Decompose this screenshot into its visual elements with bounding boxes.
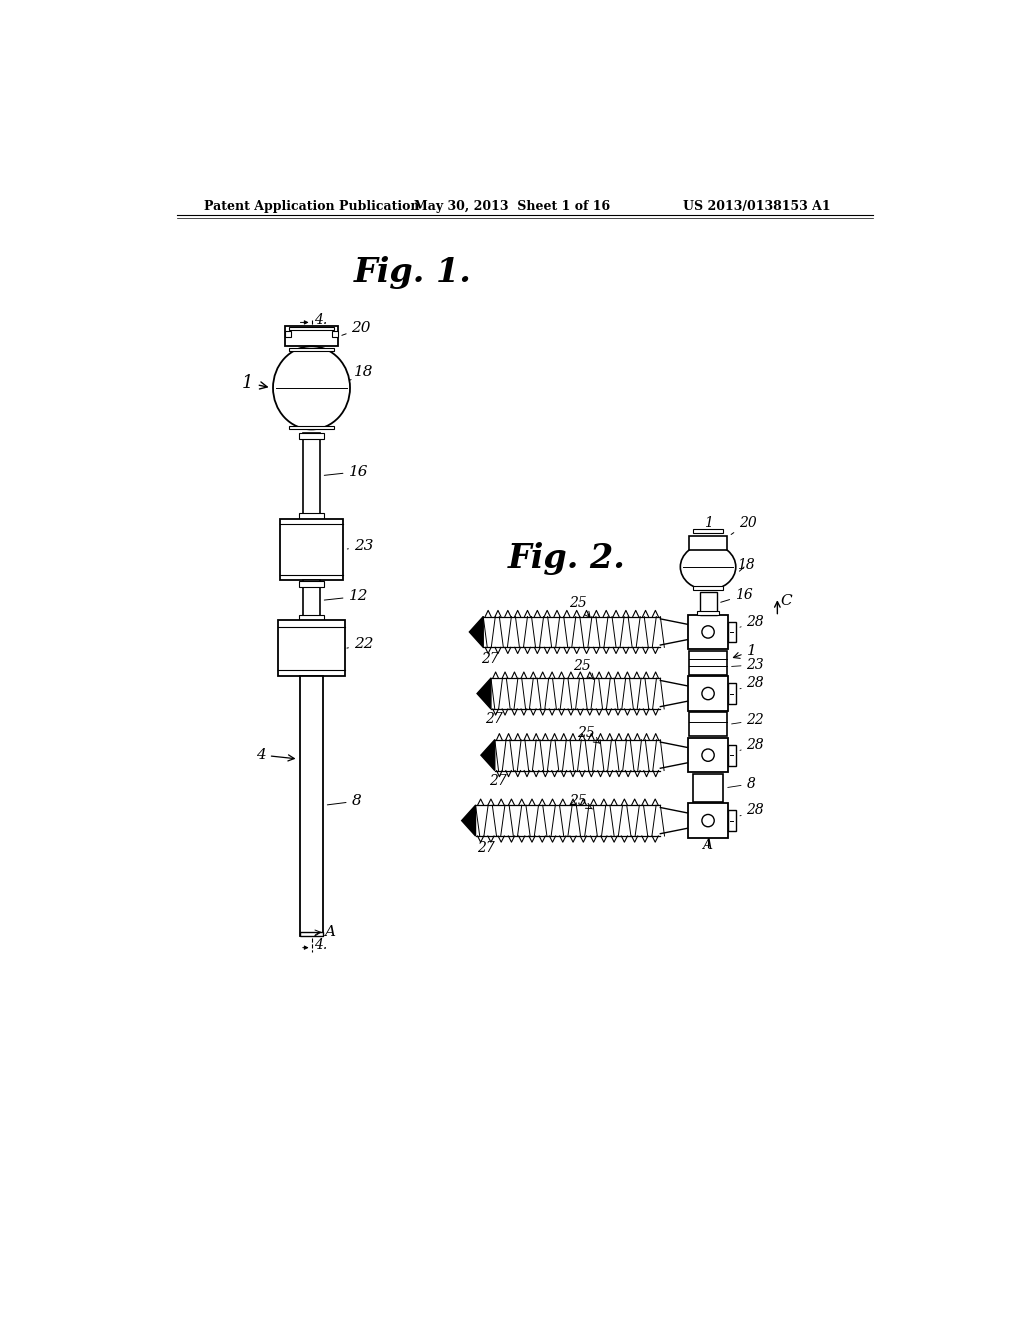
Bar [286,331,292,337]
Text: 1: 1 [733,644,757,659]
Bar [300,676,323,936]
Bar [728,622,736,643]
Text: 25: 25 [573,660,594,680]
Circle shape [701,748,714,762]
Bar [697,611,719,615]
Bar [289,426,334,429]
Bar [299,513,324,519]
Bar [278,620,345,676]
Bar [728,684,736,704]
Bar [303,433,319,519]
Text: 8: 8 [328,795,361,808]
Polygon shape [477,678,490,709]
Text: May 30, 2013  Sheet 1 of 16: May 30, 2013 Sheet 1 of 16 [414,199,610,213]
Bar [688,615,728,649]
Bar [286,326,338,346]
Text: A: A [701,838,712,853]
Text: 18: 18 [737,558,755,572]
Text: 16: 16 [325,465,368,479]
Bar [280,519,343,581]
Ellipse shape [680,544,736,590]
Bar [699,591,717,615]
Bar [299,615,324,620]
Text: 22: 22 [731,713,764,727]
Text: Patent Application Publication: Patent Application Publication [204,199,419,213]
Text: 27: 27 [481,652,499,665]
Text: 16: 16 [721,589,753,602]
Bar [289,348,334,351]
Bar [300,932,323,936]
Text: 18: 18 [350,366,374,380]
Bar [728,744,736,766]
Bar [688,738,728,772]
Text: 4.: 4. [313,313,327,327]
Text: 23: 23 [347,539,374,553]
Text: 25: 25 [578,726,600,743]
Bar [692,774,724,801]
Text: 1: 1 [243,374,267,392]
Text: 27: 27 [488,774,506,788]
Bar [332,331,338,337]
Bar [289,327,334,330]
Bar [689,713,727,737]
Text: Fig. 1.: Fig. 1. [354,256,472,289]
Text: 1: 1 [705,516,713,531]
Bar [689,536,727,550]
Text: 22: 22 [347,638,374,651]
Bar [689,651,727,675]
Bar [688,676,728,711]
Text: 28: 28 [740,804,764,817]
Bar [303,581,319,620]
Bar [299,581,324,586]
Circle shape [701,626,714,638]
Bar [728,810,736,832]
Bar [692,536,724,540]
Polygon shape [462,805,475,836]
Bar [688,804,728,838]
Text: 23: 23 [731,657,764,672]
Circle shape [701,688,714,700]
Text: 27: 27 [484,711,503,726]
Text: A: A [325,925,336,940]
Text: 8: 8 [728,777,756,791]
Text: 28: 28 [740,738,764,752]
Text: Fig. 2.: Fig. 2. [508,543,626,576]
Text: 27: 27 [477,841,495,854]
Text: 25: 25 [569,795,593,809]
Text: 28: 28 [740,676,764,690]
Polygon shape [469,616,483,647]
Text: 20: 20 [731,516,757,535]
Text: 12: 12 [325,590,368,603]
Text: 25: 25 [569,595,590,618]
Text: C: C [780,594,793,609]
Bar [692,586,724,590]
Text: 4.: 4. [313,939,327,952]
Text: 28: 28 [740,615,764,628]
Polygon shape [481,739,495,771]
Text: 20: 20 [342,322,371,335]
Ellipse shape [273,346,350,429]
Bar [299,433,324,438]
Bar [692,529,724,533]
Text: US 2013/0138153 A1: US 2013/0138153 A1 [683,199,831,213]
Text: 4: 4 [256,748,294,762]
Circle shape [701,814,714,826]
